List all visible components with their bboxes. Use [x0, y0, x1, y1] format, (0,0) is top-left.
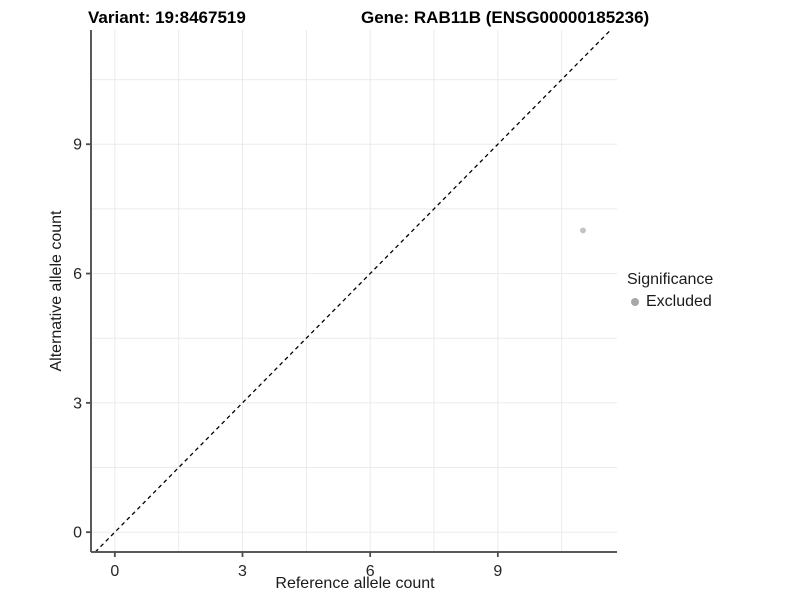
- x-tick-label: 3: [238, 563, 247, 580]
- legend-title: Significance: [627, 271, 714, 288]
- variant-title: Variant: 19:8467519: [88, 8, 246, 27]
- legend: Significance Excluded: [627, 271, 713, 311]
- legend-point-icon: [631, 298, 639, 306]
- legend-item-label: Excluded: [646, 293, 712, 310]
- data-point: [579, 227, 586, 234]
- x-axis-label: Reference allele count: [275, 575, 435, 592]
- x-tick-label: 0: [110, 563, 119, 580]
- y-axis-label: Alternative allele count: [48, 210, 65, 372]
- y-tick-label: 0: [73, 525, 82, 542]
- legend-item-excluded: Excluded: [631, 293, 713, 311]
- y-tick-label: 3: [73, 395, 82, 412]
- x-tick-label: 9: [493, 563, 502, 580]
- y-tick-label: 6: [73, 266, 82, 283]
- identity-line: [94, 29, 612, 553]
- x-tick-label: 6: [366, 563, 375, 580]
- gene-title: Gene: RAB11B (ENSG00000185236): [361, 8, 650, 27]
- y-tick-label: 9: [73, 137, 82, 154]
